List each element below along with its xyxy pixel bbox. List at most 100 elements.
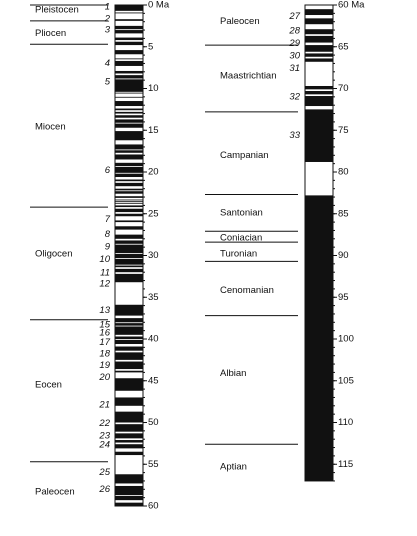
chron-label: 6 (105, 165, 111, 176)
normal-polarity-band (115, 205, 143, 208)
epoch-label: Maastrichtian (220, 70, 277, 81)
tick-label: 115 (338, 459, 353, 470)
chron-label: 3 (105, 25, 111, 36)
epoch-label: Turonian (220, 248, 257, 259)
chron-label: 10 (99, 254, 110, 265)
normal-polarity-band (115, 495, 143, 501)
normal-polarity-band (115, 268, 143, 273)
chron-label: 5 (105, 76, 111, 87)
epoch-label: Cenomanian (220, 285, 274, 296)
chron-label: 16 (99, 328, 110, 339)
tick-label: 60 Ma (338, 0, 365, 11)
tick-label: 45 (148, 375, 159, 386)
normal-polarity-band (115, 173, 143, 178)
normal-polarity-band (115, 154, 143, 160)
chron-label: 31 (289, 63, 300, 74)
chron-label: 19 (99, 360, 110, 371)
normal-polarity-band (115, 352, 143, 360)
normal-polarity-band (305, 85, 333, 90)
chron-label: 1 (105, 2, 110, 13)
chron-label: 27 (288, 11, 300, 22)
normal-polarity-band (305, 35, 333, 43)
chron-label: 2 (104, 14, 111, 25)
normal-polarity-band (115, 323, 143, 326)
chron-label: 26 (98, 484, 110, 495)
epoch-label: Santonian (220, 207, 263, 218)
tick-label: 0 Ma (148, 0, 170, 11)
normal-polarity-band (115, 485, 143, 496)
chron-label: 23 (98, 430, 110, 441)
normal-polarity-band (115, 326, 143, 335)
normal-polarity-band (115, 304, 143, 316)
normal-polarity-band (115, 70, 143, 74)
tick-label: 60 (148, 501, 159, 512)
normal-polarity-band (115, 75, 143, 79)
tick-label: 75 (338, 125, 349, 136)
tick-label: 25 (148, 208, 159, 219)
normal-polarity-band (305, 109, 333, 162)
epoch-label: Eocen (35, 379, 62, 390)
normal-polarity-band (115, 58, 143, 60)
normal-polarity-band (115, 115, 143, 118)
normal-polarity-band (115, 433, 143, 439)
tick-label: 95 (338, 292, 349, 303)
normal-polarity-band (305, 195, 333, 481)
normal-polarity-band (115, 131, 143, 141)
normal-polarity-band (115, 474, 143, 484)
normal-polarity-band (115, 199, 143, 201)
epoch-label: Paleocen (35, 486, 75, 497)
normal-polarity-band (115, 92, 143, 94)
normal-polarity-band (115, 451, 143, 456)
tick-label: 5 (148, 41, 153, 52)
chron-label: 30 (289, 50, 300, 61)
normal-polarity-band (115, 440, 143, 443)
chron-label: 33 (289, 130, 300, 141)
tick-label: 30 (148, 250, 159, 261)
epoch-label: Pleistocen (35, 5, 79, 16)
normal-polarity-band (115, 202, 143, 204)
normal-polarity-band (115, 50, 143, 55)
normal-polarity-band (115, 79, 143, 92)
normal-polarity-band (115, 144, 143, 150)
chron-label: 17 (99, 337, 110, 348)
normal-polarity-band (115, 424, 143, 432)
normal-polarity-band (115, 96, 143, 98)
normal-polarity-band (115, 108, 143, 111)
normal-polarity-band (115, 220, 143, 223)
normal-polarity-band (115, 166, 143, 173)
normal-polarity-band (115, 336, 143, 339)
chron-label: 32 (289, 91, 300, 102)
normal-polarity-band (115, 191, 143, 194)
normal-polarity-band (115, 196, 143, 198)
normal-polarity-band (115, 150, 143, 153)
epoch-label: Pliocen (35, 28, 66, 39)
normal-polarity-band (115, 244, 143, 253)
normal-polarity-band (115, 502, 143, 506)
tick-label: 100 (338, 334, 354, 345)
normal-polarity-band (115, 378, 143, 391)
chron-label: 20 (98, 372, 110, 383)
chron-label: 29 (288, 38, 300, 49)
normal-polarity-band (115, 339, 143, 345)
tick-label: 15 (148, 125, 159, 136)
normal-polarity-band (305, 53, 333, 57)
tick-label: 20 (148, 167, 159, 178)
chron-label: 13 (99, 305, 110, 316)
normal-polarity-band (115, 273, 143, 283)
normal-polarity-band (115, 12, 143, 14)
tick-label: 90 (338, 250, 349, 261)
normal-polarity-band (115, 179, 143, 182)
normal-polarity-band (115, 123, 143, 128)
chron-label: 8 (105, 229, 111, 240)
normal-polarity-band (115, 30, 143, 34)
normal-polarity-band (305, 29, 333, 35)
tick-label: 70 (338, 83, 349, 94)
normal-polarity-band (115, 60, 143, 66)
normal-polarity-band (115, 37, 143, 41)
normal-polarity-band (305, 96, 333, 107)
normal-polarity-band (115, 240, 143, 244)
normal-polarity-band (305, 91, 333, 95)
normal-polarity-band (115, 208, 143, 213)
tick-label: 110 (338, 417, 353, 428)
